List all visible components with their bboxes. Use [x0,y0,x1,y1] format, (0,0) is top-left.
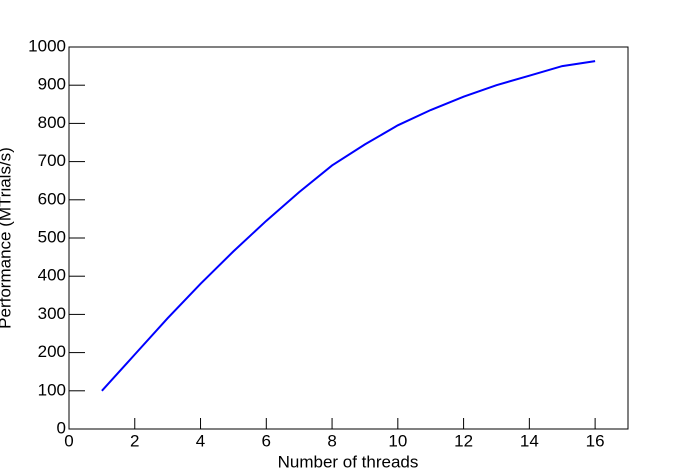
y-tick-label: 800 [38,113,66,132]
y-tick-label: 200 [38,342,66,361]
plot-frame [68,46,629,430]
x-tick-label: 10 [388,431,407,450]
x-tick-label: 14 [520,431,539,450]
y-tick-label: 100 [38,380,66,399]
y-tick-label: 1000 [28,36,66,55]
y-tick-label: 400 [38,266,66,285]
x-tick-label: 6 [262,431,271,450]
x-tick-label: 4 [196,431,205,450]
data-line [101,60,596,392]
y-axis-label: Performance (MTrials/s) [0,147,14,329]
y-tick-label: 700 [38,151,66,170]
y-tick-label: 300 [38,304,66,323]
x-tick-label: 8 [327,431,336,450]
y-tick-label: 0 [57,418,66,437]
x-tick-label: 12 [454,431,473,450]
y-tick-label: 500 [38,227,66,246]
x-tick-label: 16 [586,431,605,450]
y-tick-label: 600 [38,189,66,208]
x-tick-label: 2 [130,431,139,450]
x-tick-label: 0 [64,431,73,450]
x-axis-label: Number of threads [278,452,419,471]
y-tick-label: 900 [38,75,66,94]
